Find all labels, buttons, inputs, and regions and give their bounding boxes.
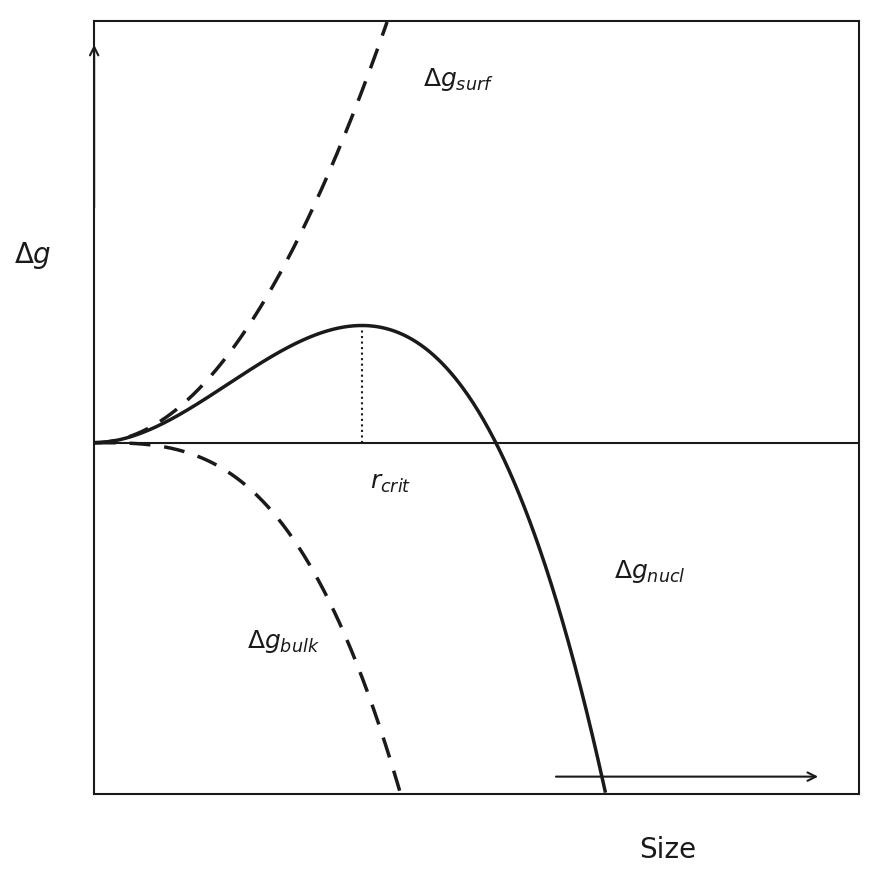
Text: Size: Size bbox=[640, 836, 696, 864]
Text: $r_{crit}$: $r_{crit}$ bbox=[370, 471, 411, 495]
Text: $\Delta g$: $\Delta g$ bbox=[14, 239, 52, 271]
Text: $\Delta g_{nucl}$: $\Delta g_{nucl}$ bbox=[614, 558, 686, 585]
Text: $\Delta g_{bulk}$: $\Delta g_{bulk}$ bbox=[247, 628, 320, 656]
Text: $\Delta g_{surf}$: $\Delta g_{surf}$ bbox=[423, 66, 494, 93]
